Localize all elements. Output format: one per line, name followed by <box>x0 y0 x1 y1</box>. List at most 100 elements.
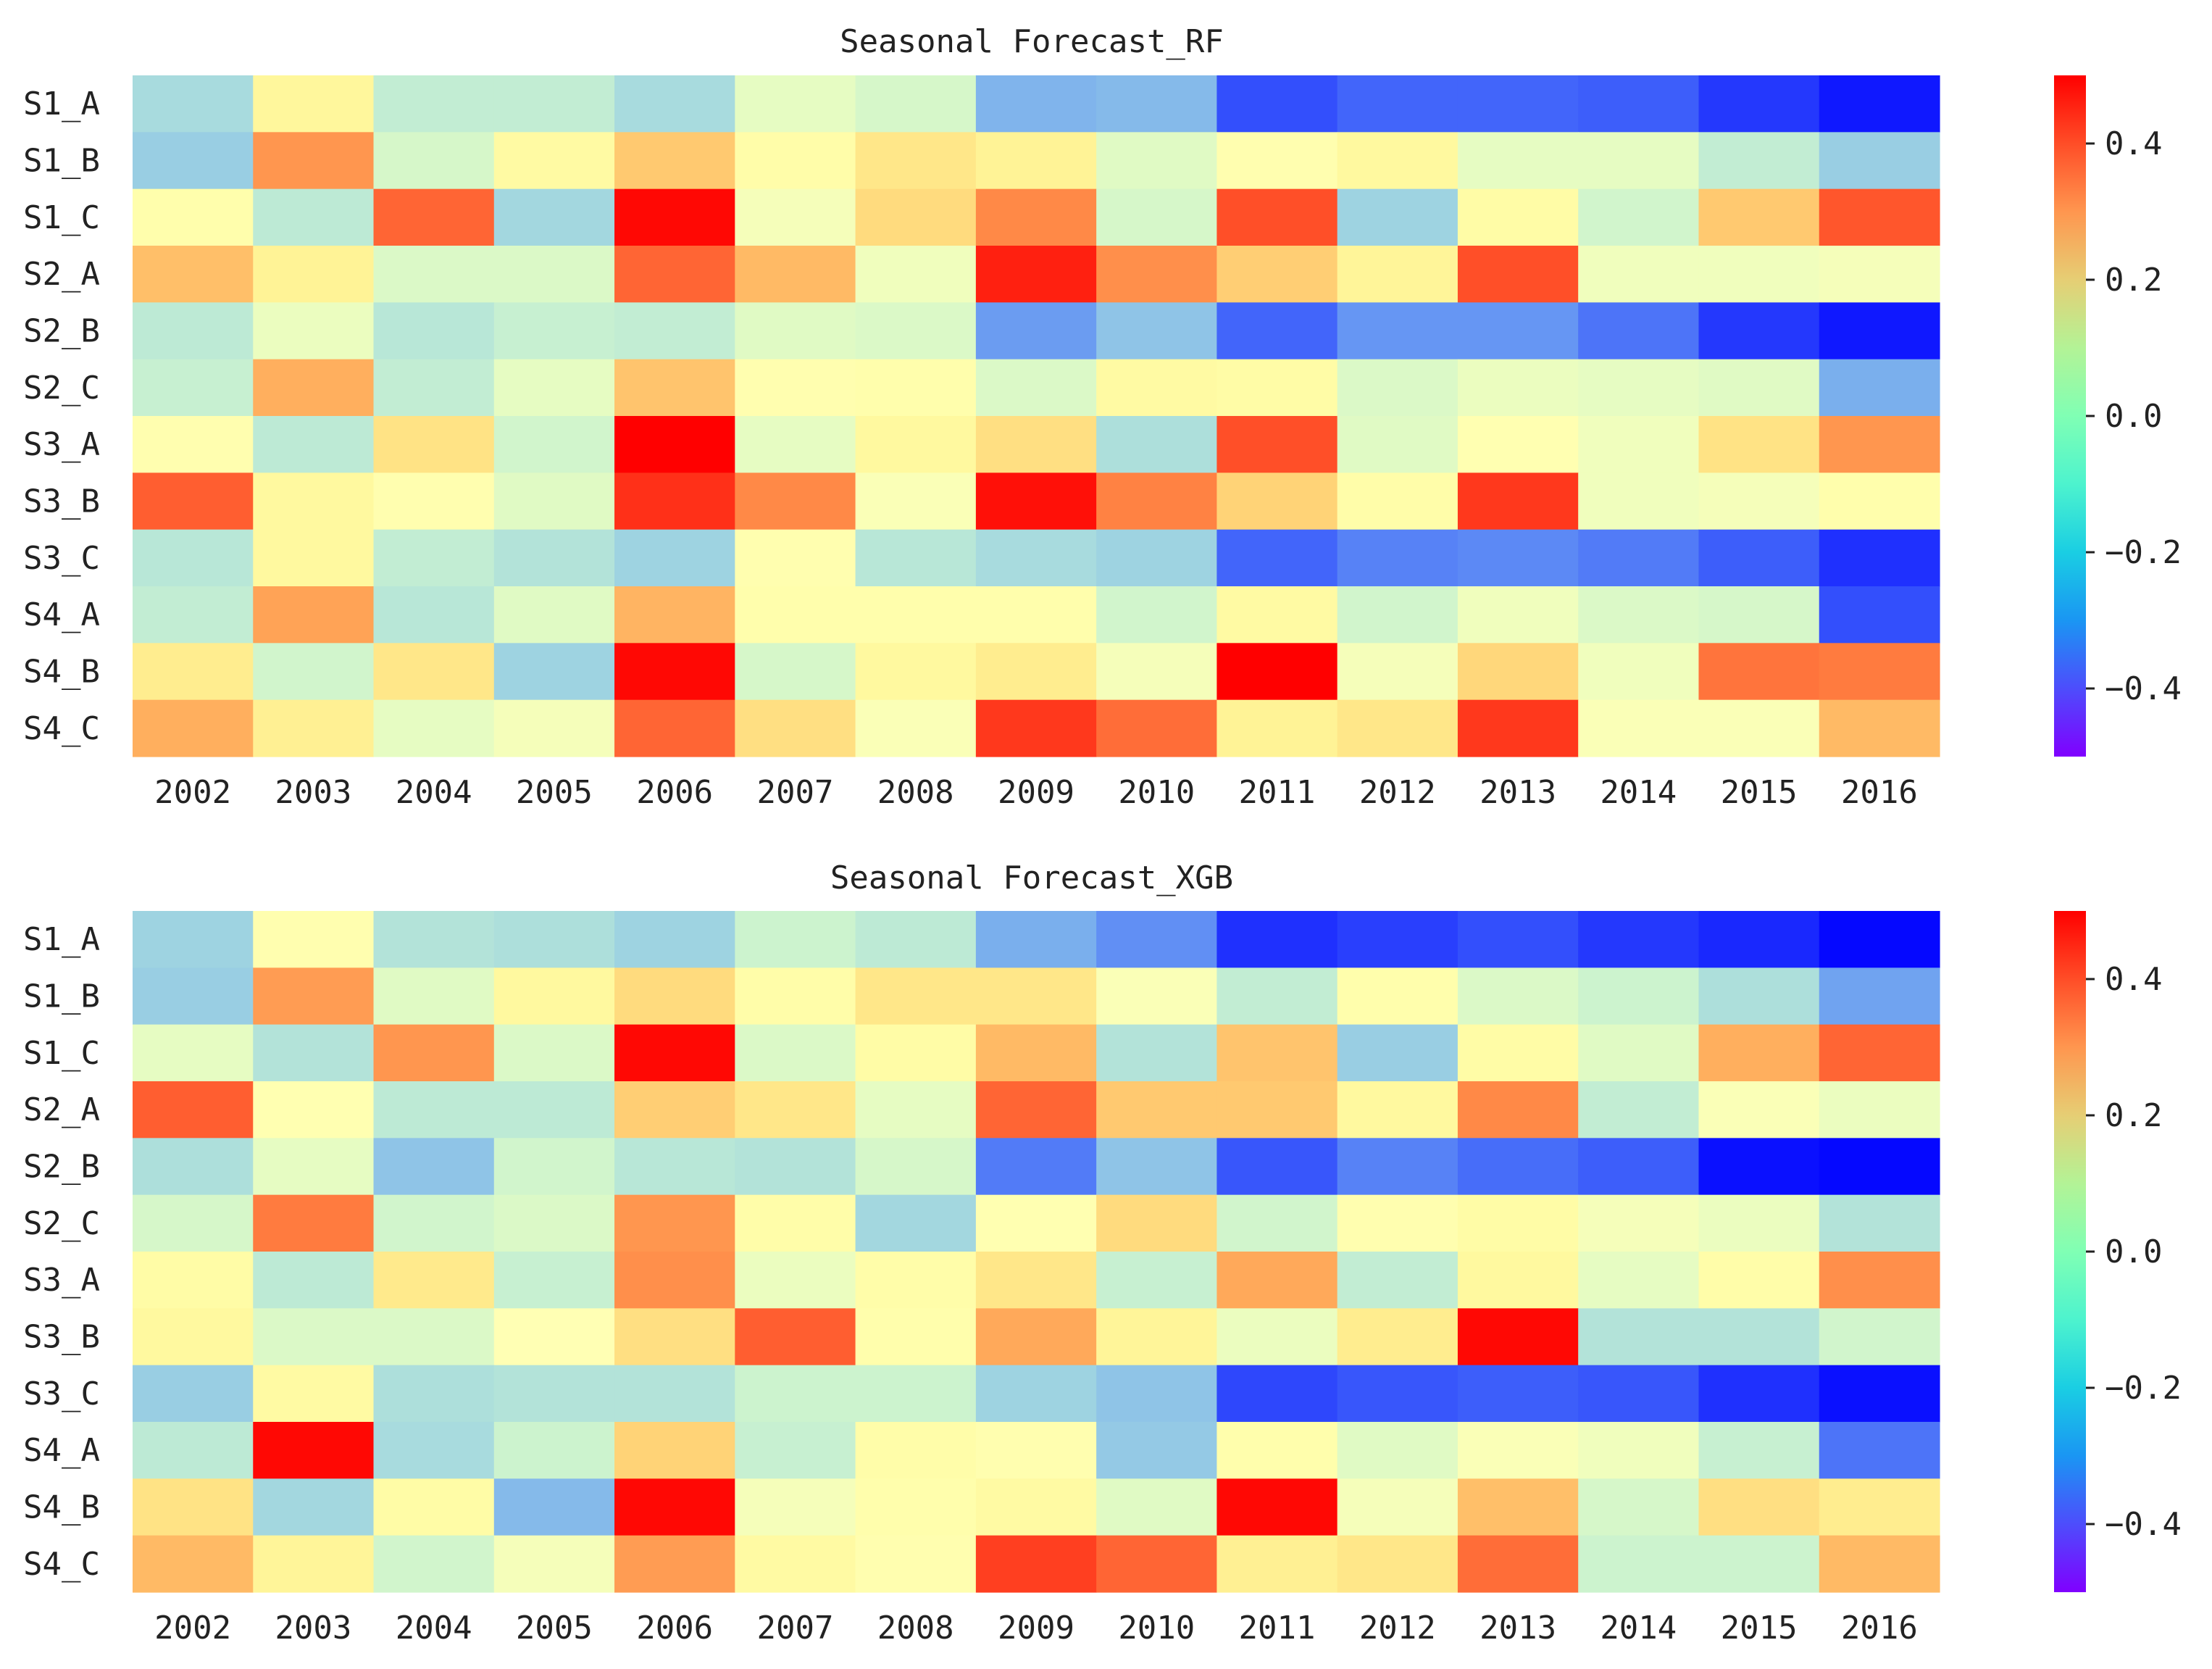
heatmap-cell <box>1578 302 1700 360</box>
heatmap-cell <box>253 1308 375 1366</box>
heatmap-cell <box>493 1422 615 1479</box>
heatmap-cell <box>1216 1365 1338 1423</box>
heatmap-cell <box>493 1308 615 1366</box>
heatmap-cell <box>855 1308 977 1366</box>
x-tick-label: 2014 <box>1600 1610 1677 1647</box>
heatmap-cell <box>1216 529 1338 587</box>
heatmap-cell <box>1698 1024 1820 1082</box>
heatmap-cell <box>1698 1422 1820 1479</box>
x-tick-label: 2010 <box>1118 774 1195 811</box>
heatmap-cell <box>855 246 977 303</box>
heatmap-cell <box>614 529 735 587</box>
heatmap-cell <box>1819 1252 1940 1309</box>
x-tick-label: 2005 <box>516 774 593 811</box>
heatmap-cell <box>735 132 856 190</box>
heatmap-cell <box>855 1365 977 1423</box>
heatmap-cell <box>1457 1081 1579 1139</box>
heatmap-cell <box>1096 1024 1217 1082</box>
heatmap-cell <box>1698 529 1820 587</box>
heatmap-cell <box>855 1138 977 1196</box>
heatmap-cell <box>1457 1024 1579 1082</box>
heatmap-cell <box>975 586 1097 644</box>
chart-title: Seasonal Forecast_RF <box>840 23 1224 60</box>
heatmap-cell <box>373 132 495 190</box>
heatmap-cell <box>975 359 1097 417</box>
heatmap-cell <box>253 75 375 133</box>
heatmap-cell <box>1337 1194 1458 1252</box>
heatmap-cell <box>373 529 495 587</box>
heatmap-cell <box>253 699 375 757</box>
heatmap-cell <box>975 302 1097 360</box>
heatmap-cell <box>1216 911 1338 968</box>
heatmap-cell <box>1819 246 1940 303</box>
heatmap-cell <box>1698 699 1820 757</box>
heatmap-cell <box>1457 911 1579 968</box>
heatmap-cell <box>975 1252 1097 1309</box>
heatmap-cell <box>1457 75 1579 133</box>
x-tick-label: 2002 <box>154 1610 231 1647</box>
heatmap-cell <box>735 75 856 133</box>
heatmap-cell <box>253 1365 375 1423</box>
colorbar-tick-label: 0.2 <box>2105 1097 2162 1134</box>
heatmap-cell <box>253 586 375 644</box>
heatmap-cell <box>735 529 856 587</box>
heatmap-cell <box>373 416 495 473</box>
heatmap-cell <box>373 473 495 530</box>
colorbar-tick-label: 0.0 <box>2105 398 2162 435</box>
heatmap-cell <box>975 1365 1097 1423</box>
heatmap-cell <box>855 911 977 968</box>
heatmap-cell <box>735 1535 856 1593</box>
heatmap-cell <box>253 529 375 587</box>
heatmap-cell <box>493 586 615 644</box>
heatmap-cell <box>253 188 375 246</box>
heatmap-cell <box>735 1365 856 1423</box>
colorbar-tick-label: 0.4 <box>2105 125 2162 162</box>
heatmap-cell <box>1457 132 1579 190</box>
heatmap-cell <box>614 1478 735 1536</box>
heatmap-cell <box>1216 1194 1338 1252</box>
heatmap-cell <box>373 967 495 1025</box>
heatmap-cell <box>1698 1535 1820 1593</box>
heatmap-cell <box>855 1194 977 1252</box>
heatmap-cell <box>735 416 856 473</box>
heatmap-cell <box>1819 699 1940 757</box>
heatmap-cell <box>1698 359 1820 417</box>
heatmap-cell <box>1337 246 1458 303</box>
heatmap-cell <box>1457 1422 1579 1479</box>
heatmap-cell <box>1096 302 1217 360</box>
heatmap-cell <box>1337 359 1458 417</box>
heatmap-cell <box>133 473 254 530</box>
heatmap-cell <box>1216 699 1338 757</box>
heatmap-cell <box>1457 699 1579 757</box>
heatmap-cell <box>373 188 495 246</box>
heatmap-cell <box>855 1478 977 1536</box>
heatmap-cell <box>735 1422 856 1479</box>
heatmap-cell <box>1216 1081 1338 1139</box>
heatmap-cell <box>1096 416 1217 473</box>
heatmap-cell <box>373 1252 495 1309</box>
heatmap-cell <box>855 699 977 757</box>
heatmap-cell <box>1096 529 1217 587</box>
heatmap-cell <box>1216 1535 1338 1593</box>
y-tick-label: S3_B <box>23 1319 100 1356</box>
heatmap-cell <box>493 911 615 968</box>
heatmap-cell <box>1578 911 1700 968</box>
x-tick-label: 2003 <box>275 774 351 811</box>
heatmap-cell <box>373 359 495 417</box>
heatmap-cell <box>1216 1308 1338 1366</box>
colorbar-tick-label: −0.4 <box>2105 1506 2182 1543</box>
heatmap-cell <box>373 1024 495 1082</box>
heatmap-cell <box>1216 1024 1338 1082</box>
heatmap-cell <box>373 1365 495 1423</box>
heatmap-cell <box>133 1308 254 1366</box>
heatmap-cell <box>1819 1478 1940 1536</box>
heatmap-cell <box>253 416 375 473</box>
heatmap-cell <box>1819 359 1940 417</box>
heatmap-cell <box>1337 529 1458 587</box>
heatmap-cell <box>1457 1535 1579 1593</box>
y-tick-label: S2_B <box>23 1149 100 1186</box>
y-tick-label: S4_B <box>23 654 100 691</box>
y-tick-label: S3_C <box>23 1375 100 1412</box>
x-tick-label: 2011 <box>1239 1610 1316 1647</box>
